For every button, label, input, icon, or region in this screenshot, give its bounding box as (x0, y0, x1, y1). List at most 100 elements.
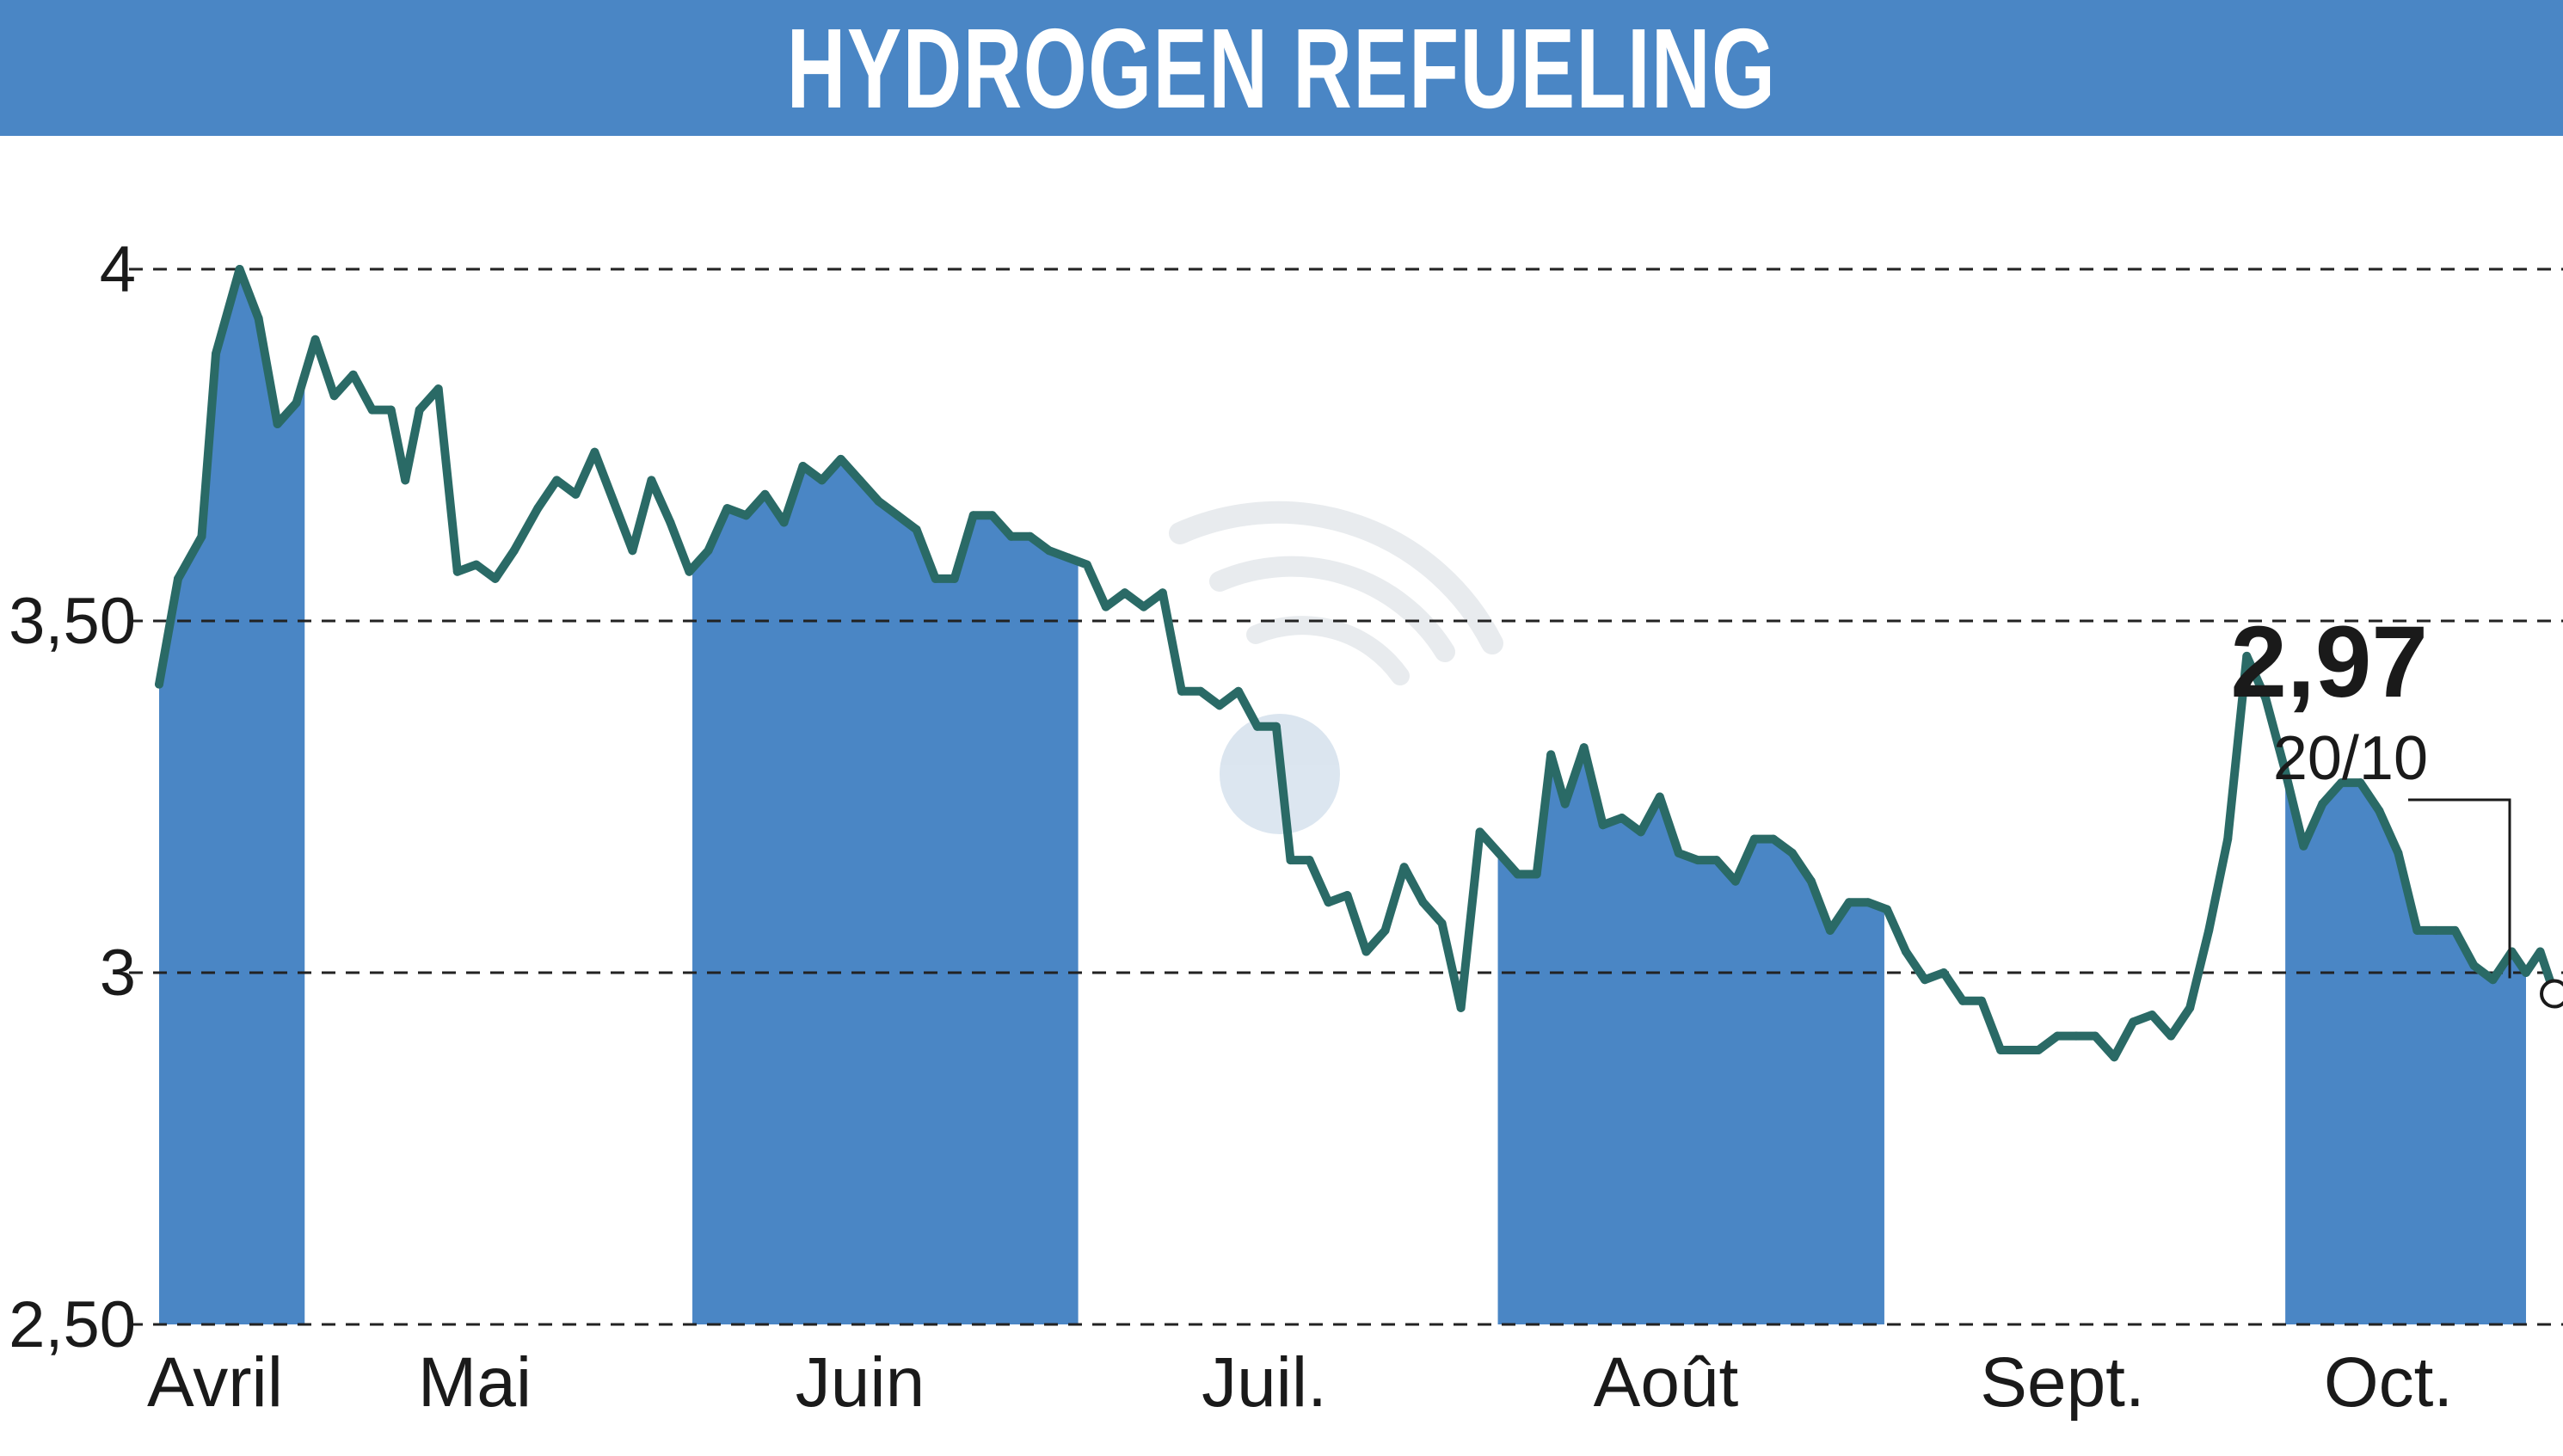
price-point-34 (798, 462, 808, 470)
stock-line-chart: 4 3,50 3 2,50 Avril Mai Juin Juil. Août Sept. Oct… (9, 136, 2563, 1422)
price-point-64 (1361, 947, 1371, 956)
price-point-107 (2167, 1031, 2176, 1041)
price-point-26 (647, 476, 656, 485)
month-shading-layer (40, 136, 2563, 1333)
price-point-29 (704, 546, 713, 556)
price-point-102 (2072, 1031, 2081, 1041)
price-point-50 (1101, 602, 1110, 611)
price-point-61 (1305, 856, 1314, 865)
price-point-31 (741, 511, 751, 520)
price-point-55 (1195, 686, 1205, 696)
x-month-label-4: Août (1594, 1343, 1739, 1422)
right-margin (2554, 136, 2563, 1333)
price-point-66 (1399, 863, 1409, 872)
price-point-103 (2091, 1031, 2100, 1041)
price-point-80 (1655, 792, 1664, 802)
price-point-46 (1025, 531, 1035, 541)
price-point-114 (2299, 841, 2308, 851)
price-point-44 (987, 511, 997, 520)
x-month-label-2: Juin (796, 1343, 925, 1422)
y-tick-label-2: 3 (100, 937, 136, 1010)
price-point-59 (1271, 722, 1281, 731)
title-banner: HYDROGEN REFUELING (0, 0, 2563, 136)
x-month-label-0: Avril (147, 1343, 283, 1422)
price-point-77 (1598, 820, 1607, 830)
price-point-113 (2280, 764, 2289, 773)
price-point-109 (2204, 925, 2214, 935)
price-point-95 (1939, 968, 1948, 977)
price-point-56 (1214, 701, 1224, 710)
price-point-85 (1749, 834, 1759, 844)
price-point-120 (2412, 925, 2422, 935)
price-point-41 (931, 574, 940, 583)
price-point-5 (254, 314, 263, 323)
price-point-52 (1139, 602, 1148, 611)
last-value-date: 20/10 (2273, 724, 2428, 793)
price-point-106 (2148, 1011, 2157, 1020)
price-point-127 (2535, 947, 2545, 956)
price-point-16 (452, 567, 462, 576)
price-point-62 (1324, 898, 1333, 907)
price-point-94 (1921, 975, 1929, 985)
last-value-marker (2540, 979, 2563, 1009)
chart-title: HYDROGEN REFUELING (786, 4, 1777, 132)
price-point-38 (874, 496, 883, 506)
price-point-49 (1082, 560, 1091, 569)
price-point-21 (552, 476, 562, 485)
price-point-123 (2469, 961, 2479, 970)
x-month-label-6: Oct. (2324, 1343, 2453, 1422)
price-point-119 (2394, 848, 2403, 857)
price-point-11 (367, 405, 377, 415)
area-above-line (40, 136, 2563, 1058)
price-point-98 (1996, 1046, 2006, 1054)
price-point-25 (628, 546, 637, 556)
price-point-118 (2375, 806, 2384, 815)
price-point-13 (401, 476, 410, 485)
price-point-111 (2242, 651, 2252, 660)
price-point-51 (1120, 588, 1129, 598)
price-point-40 (912, 525, 921, 534)
price-point-3 (212, 349, 220, 359)
price-point-100 (2034, 1046, 2044, 1054)
price-point-83 (1712, 856, 1721, 865)
price-point-28 (685, 567, 694, 576)
price-point-112 (2261, 694, 2271, 703)
price-point-43 (968, 511, 978, 520)
price-point-57 (1233, 686, 1243, 696)
price-point-74 (1546, 750, 1556, 759)
price-point-19 (509, 546, 519, 556)
price-point-105 (2129, 1017, 2138, 1027)
price-point-33 (779, 518, 789, 527)
price-point-81 (1674, 848, 1683, 857)
price-point-124 (2488, 975, 2498, 985)
price-point-1 (174, 574, 182, 583)
price-point-108 (2185, 1003, 2195, 1012)
x-month-label-1: Mai (418, 1343, 532, 1422)
price-point-63 (1343, 891, 1352, 900)
price-point-30 (722, 504, 732, 513)
price-point-15 (433, 384, 443, 394)
price-point-97 (1977, 996, 1986, 1005)
price-point-72 (1513, 869, 1522, 879)
last-value-annotation: 2,97 20/10 (2230, 605, 2563, 1009)
price-point-91 (1863, 898, 1872, 907)
price-point-96 (1958, 996, 1967, 1005)
y-tick-label-3: 2,50 (9, 1288, 136, 1361)
price-point-93 (1902, 947, 1910, 956)
last-value-label: 2,97 (2230, 605, 2428, 719)
price-point-7 (292, 398, 301, 408)
price-point-53 (1158, 588, 1167, 598)
price-point-87 (1787, 848, 1797, 857)
x-month-label-3: Juil. (1202, 1343, 1327, 1422)
price-point-9 (329, 391, 339, 401)
price-point-70 (1475, 827, 1484, 837)
price-point-116 (2337, 778, 2346, 788)
x-axis-month-labels: Avril Mai Juin Juil. Août Sept. Oct. (147, 1343, 2453, 1422)
price-point-35 (817, 476, 827, 485)
price-point-65 (1380, 925, 1390, 935)
y-tick-label-1: 3,50 (9, 585, 136, 658)
price-point-4 (235, 265, 244, 273)
price-point-32 (760, 489, 770, 499)
price-point-10 (348, 370, 358, 379)
price-point-78 (1617, 814, 1626, 822)
